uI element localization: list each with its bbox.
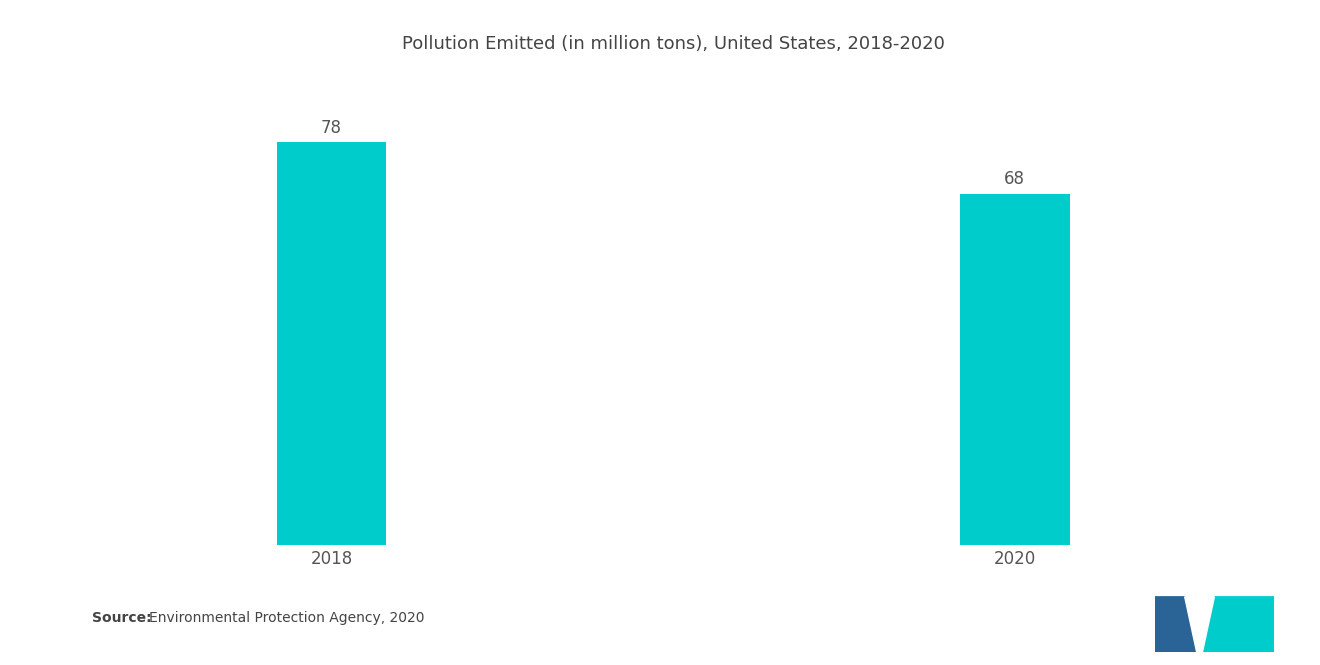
Polygon shape [1155,597,1196,652]
Bar [960,194,1069,545]
Title: Pollution Emitted (in million tons), United States, 2018-2020: Pollution Emitted (in million tons), Uni… [401,35,945,53]
Polygon shape [1203,597,1274,652]
Text: 68: 68 [1005,170,1026,188]
Bar [277,142,387,545]
Text: 78: 78 [321,118,342,137]
Text: Environmental Protection Agency, 2020: Environmental Protection Agency, 2020 [149,611,425,625]
Polygon shape [1185,597,1214,652]
Text: Source:: Source: [92,611,152,625]
